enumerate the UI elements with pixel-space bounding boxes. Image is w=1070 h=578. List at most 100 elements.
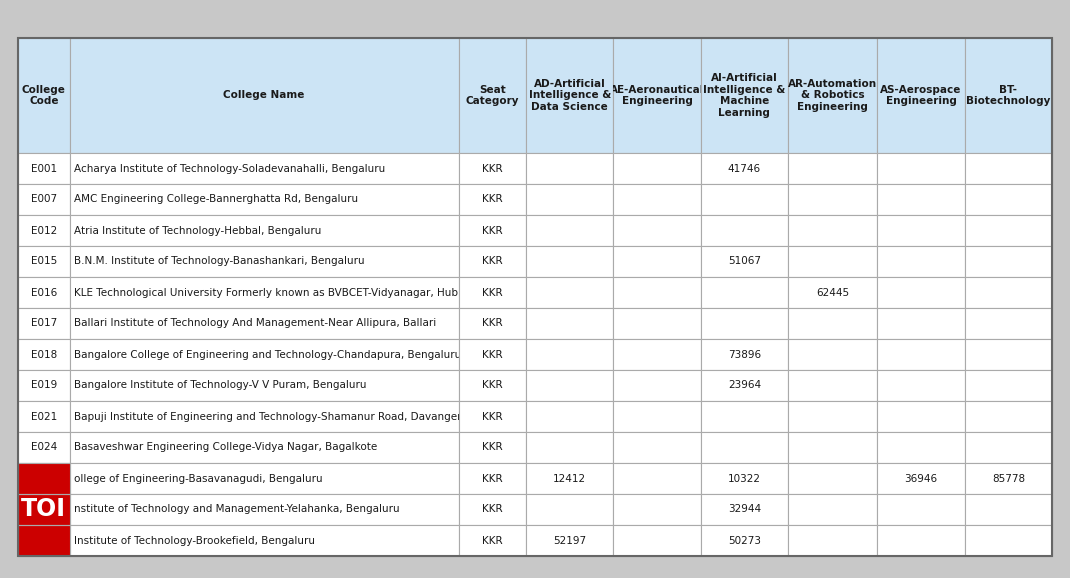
Bar	[877, 153, 965, 184]
Bar	[965, 153, 1052, 184]
Bar	[701, 339, 788, 370]
Bar	[18, 525, 70, 556]
Bar	[788, 308, 877, 339]
Bar	[701, 153, 788, 184]
Bar	[701, 463, 788, 494]
Bar	[788, 184, 877, 215]
Text: BT-
Biotechnology: BT- Biotechnology	[966, 85, 1051, 106]
Bar	[526, 215, 613, 246]
Bar	[613, 184, 701, 215]
Bar	[701, 215, 788, 246]
Text: Atria Institute of Technology-Hebbal, Bengaluru: Atria Institute of Technology-Hebbal, Be…	[74, 225, 321, 235]
Text: Bapuji Institute of Engineering and Technology-Shamanur Road, Davangere: Bapuji Institute of Engineering and Tech…	[74, 412, 468, 421]
Bar	[18, 370, 70, 401]
Bar	[70, 463, 459, 494]
Bar	[788, 525, 877, 556]
Bar	[18, 525, 70, 556]
Bar	[70, 153, 459, 184]
Bar	[18, 494, 70, 525]
Bar	[70, 215, 459, 246]
Bar	[459, 463, 526, 494]
Bar	[0, 556, 1070, 578]
Bar	[18, 277, 70, 308]
Bar	[526, 432, 613, 463]
Text: Bangalore College of Engineering and Technology-Chandapura, Bengaluru: Bangalore College of Engineering and Tec…	[74, 350, 461, 360]
Bar	[613, 525, 701, 556]
Bar	[613, 277, 701, 308]
Bar	[613, 494, 701, 525]
Bar	[459, 370, 526, 401]
Text: KKR: KKR	[482, 412, 503, 421]
Text: 36946: 36946	[904, 473, 937, 484]
Bar	[965, 215, 1052, 246]
Bar	[788, 277, 877, 308]
Text: AE-Aeronautical
Engineering: AE-Aeronautical Engineering	[610, 85, 704, 106]
Bar	[70, 525, 459, 556]
Bar	[18, 463, 70, 556]
Bar	[526, 38, 613, 153]
Bar	[70, 308, 459, 339]
Bar	[526, 277, 613, 308]
Text: KKR: KKR	[482, 164, 503, 173]
Bar	[965, 308, 1052, 339]
Bar	[18, 463, 70, 494]
Bar	[701, 525, 788, 556]
Bar	[877, 432, 965, 463]
Bar	[965, 494, 1052, 525]
Text: KKR: KKR	[482, 535, 503, 546]
Bar	[613, 432, 701, 463]
Bar	[965, 184, 1052, 215]
Bar	[18, 153, 70, 184]
Bar	[788, 463, 877, 494]
Bar	[18, 38, 70, 153]
Text: 85778: 85778	[992, 473, 1025, 484]
Text: 32944: 32944	[728, 505, 761, 514]
Text: AS-Aerospace
Engineering: AS-Aerospace Engineering	[881, 85, 962, 106]
Bar	[459, 184, 526, 215]
Bar	[965, 463, 1052, 494]
Text: Acharya Institute of Technology-Soladevanahalli, Bengaluru: Acharya Institute of Technology-Soladeva…	[74, 164, 385, 173]
Bar	[613, 153, 701, 184]
Bar	[526, 525, 613, 556]
Bar	[613, 463, 701, 494]
Bar	[70, 184, 459, 215]
Bar	[526, 308, 613, 339]
Bar	[526, 370, 613, 401]
Bar	[788, 494, 877, 525]
Text: E018: E018	[31, 350, 57, 360]
Bar	[459, 246, 526, 277]
Bar	[459, 308, 526, 339]
Bar	[788, 432, 877, 463]
Text: AD-Artificial
Intelligence &
Data Science: AD-Artificial Intelligence & Data Scienc…	[529, 79, 611, 112]
Bar	[18, 339, 70, 370]
Text: 52197: 52197	[553, 535, 586, 546]
Text: E021: E021	[31, 412, 57, 421]
Bar	[877, 246, 965, 277]
Text: AMC Engineering College-Bannerghatta Rd, Bengaluru: AMC Engineering College-Bannerghatta Rd,…	[74, 195, 357, 205]
Bar	[459, 215, 526, 246]
Text: E019: E019	[31, 380, 57, 391]
Bar	[70, 432, 459, 463]
Bar	[613, 401, 701, 432]
Bar	[459, 401, 526, 432]
Bar	[70, 494, 459, 525]
Bar	[788, 246, 877, 277]
Text: KKR: KKR	[482, 505, 503, 514]
Text: KKR: KKR	[482, 225, 503, 235]
Bar	[613, 215, 701, 246]
Bar	[965, 525, 1052, 556]
Text: College Name: College Name	[224, 91, 305, 101]
Bar	[877, 401, 965, 432]
Bar	[459, 432, 526, 463]
Text: E001: E001	[31, 164, 57, 173]
Bar	[70, 339, 459, 370]
Bar	[18, 38, 1052, 556]
Bar	[965, 38, 1052, 153]
Text: KKR: KKR	[482, 195, 503, 205]
Text: Ballari Institute of Technology And Management-Near Allipura, Ballari: Ballari Institute of Technology And Mana…	[74, 318, 435, 328]
Text: 10322: 10322	[728, 473, 761, 484]
Bar	[877, 308, 965, 339]
Bar	[701, 308, 788, 339]
Bar	[877, 463, 965, 494]
Bar	[965, 339, 1052, 370]
